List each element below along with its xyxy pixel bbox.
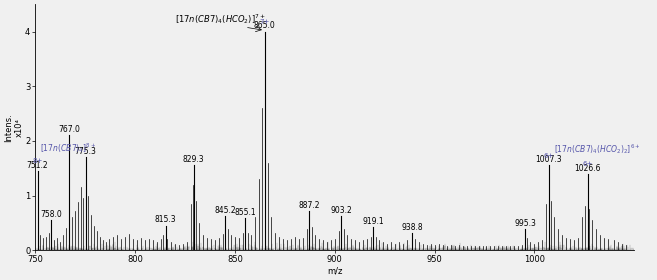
- Text: 887.2: 887.2: [298, 201, 320, 210]
- Text: 1007.3: 1007.3: [535, 155, 562, 164]
- Text: 751.2: 751.2: [27, 161, 49, 170]
- Text: 775.3: 775.3: [75, 147, 97, 156]
- Text: 995.3: 995.3: [514, 219, 536, 228]
- Text: 829.3: 829.3: [183, 155, 204, 164]
- Text: 855.1: 855.1: [235, 208, 256, 217]
- Text: 6+: 6+: [582, 161, 593, 167]
- X-axis label: m/z: m/z: [327, 267, 342, 276]
- Text: $[17n(CB7)_4]^{8+}$: $[17n(CB7)_4]^{8+}$: [40, 141, 96, 155]
- Text: 865.0: 865.0: [254, 21, 276, 31]
- Text: 767.0: 767.0: [58, 125, 80, 134]
- Text: 1026.6: 1026.6: [574, 164, 600, 172]
- Text: 8+: 8+: [32, 158, 43, 164]
- Text: 919.1: 919.1: [362, 217, 384, 226]
- Y-axis label: Intens.
x10⁴: Intens. x10⁴: [4, 113, 24, 142]
- Text: 815.3: 815.3: [155, 216, 176, 225]
- Text: 938.8: 938.8: [401, 223, 423, 232]
- Text: 845.2: 845.2: [214, 206, 236, 215]
- Text: 7+: 7+: [260, 19, 270, 25]
- Text: 903.2: 903.2: [330, 206, 352, 215]
- Text: $[17n(CB7)_4(HCO_2)]^{7+}$: $[17n(CB7)_4(HCO_2)]^{7+}$: [175, 12, 265, 26]
- Text: 6+: 6+: [544, 153, 555, 159]
- Text: 758.0: 758.0: [40, 210, 62, 219]
- Text: $[17n(CB7)_4(HCO_2)_2]^{6+}$: $[17n(CB7)_4(HCO_2)_2]^{6+}$: [555, 142, 641, 156]
